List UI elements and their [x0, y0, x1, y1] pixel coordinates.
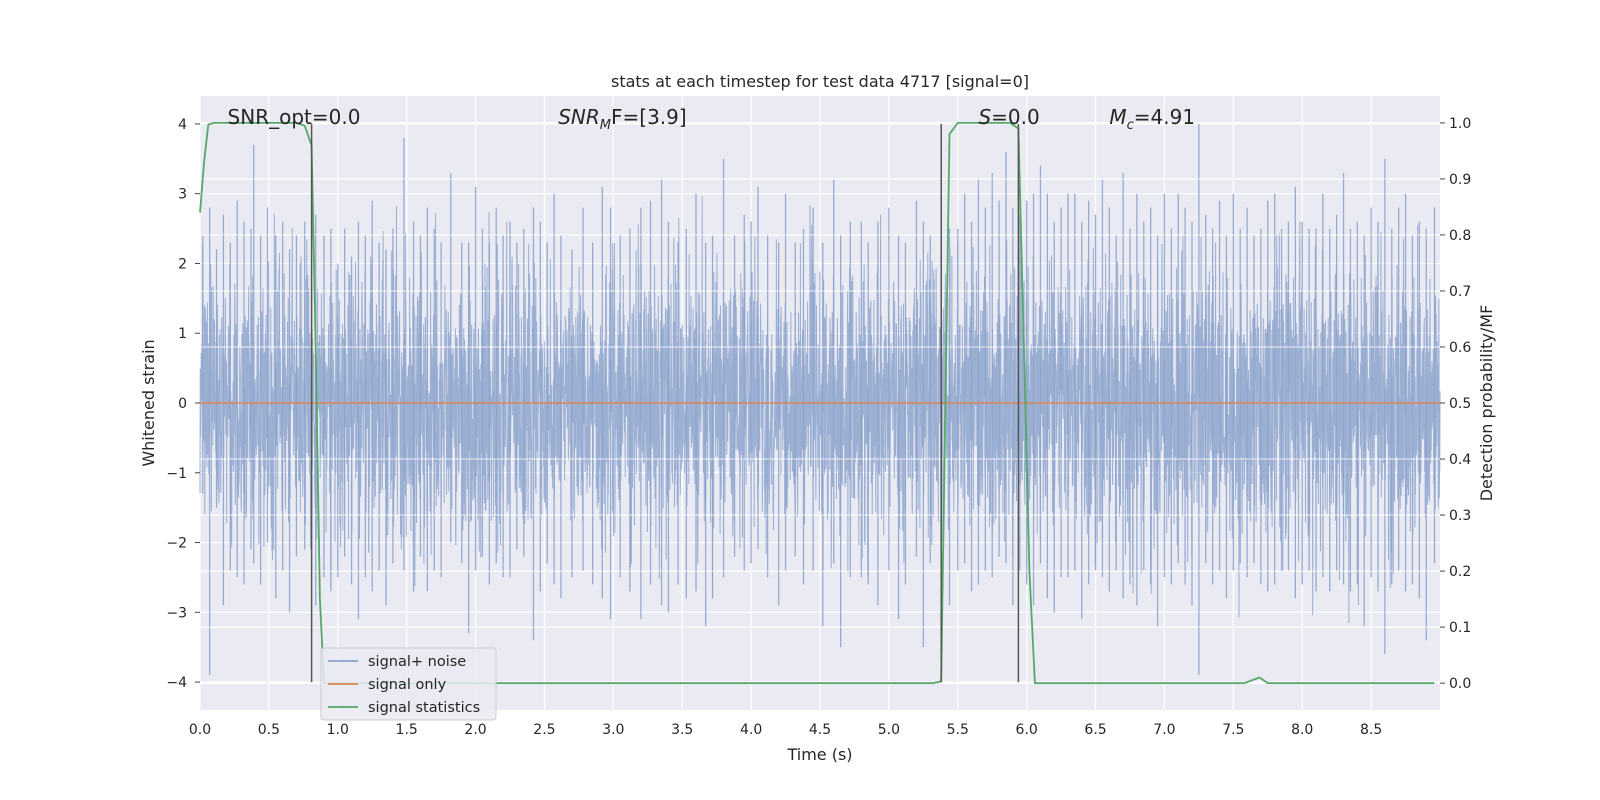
y-tick-label-left: 0 — [178, 396, 187, 412]
annotation-text: Mc=4.91 — [1109, 105, 1195, 133]
annotation-subscript: M — [600, 118, 611, 133]
signal-statistics-line — [199, 122, 1435, 684]
legend-box — [320, 647, 497, 721]
x-tick-label: 6.0 — [1016, 722, 1038, 738]
x-tick-label: 6.5 — [1084, 722, 1106, 738]
y-tick-label-left: −4 — [166, 675, 187, 691]
legend-label-signal: signal only — [368, 677, 447, 693]
x-tick-label: 0.5 — [258, 722, 280, 738]
x-tick-label: 3.5 — [671, 722, 693, 738]
x-tick-label: 0.0 — [189, 722, 211, 738]
y-tick-label-right: 0.3 — [1449, 508, 1471, 524]
y-tick-label-left: −2 — [166, 536, 187, 552]
x-tick-label: 4.5 — [809, 722, 831, 738]
y-tick-label-right: 0.0 — [1449, 676, 1471, 692]
vertical-markers — [310, 123, 1020, 683]
annotation-main: S — [978, 105, 991, 129]
x-tick-label: 1.0 — [327, 722, 349, 738]
y-tick-label-right: 0.7 — [1449, 284, 1471, 300]
x-tick-label: 1.5 — [396, 722, 418, 738]
right-y-tick-labels: 1.0 0.9 0.8 0.7 0.6 0.5 0.4 0.3 0.2 0.1 0.0 — [1440, 116, 1471, 692]
line-series — [199, 122, 1440, 684]
x-tick-labels: 0.0 0.5 1.0 1.5 2.0 2.5 3.0 3.5 4.0 4.5 5.0 5.5 6.0 6… — [189, 722, 1382, 738]
y-axis-label-right: Detection probability/MF — [1477, 305, 1496, 502]
legend-label-stats: signal statistics — [368, 700, 480, 716]
y-tick-label-left: 4 — [178, 117, 187, 133]
x-tick-label: 8.0 — [1291, 722, 1313, 738]
y-tick-label-left: −3 — [166, 605, 187, 621]
left-y-tick-labels: 4 3 2 1 0 −1 −2 −3 −4 — [166, 117, 200, 691]
y-tick-label-left: 3 — [178, 187, 187, 203]
legend: signal+ noise signal only signal statist… — [320, 647, 497, 721]
x-tick-label: 3.0 — [602, 722, 624, 738]
annotations: SNR_opt=0.0 SNRMF=[3.9] S=0.0 Mc=4.91 — [228, 105, 1195, 133]
annotation-main: SNR — [558, 105, 600, 129]
x-tick-label: 7.0 — [1153, 722, 1175, 738]
y-tick-label-right: 0.4 — [1449, 452, 1471, 468]
x-tick-label: 7.5 — [1222, 722, 1244, 738]
annotation-tail: =0.0 — [991, 105, 1040, 129]
annotation-tail: =4.91 — [1134, 105, 1195, 129]
x-tick-label: 4.0 — [740, 722, 762, 738]
y-tick-label-right: 0.2 — [1449, 564, 1471, 580]
annotation-text: SNRMF=[3.9] — [558, 105, 686, 133]
annotation-main: SNR_opt=0.0 — [228, 105, 361, 129]
y-tick-label-right: 0.6 — [1449, 340, 1471, 356]
x-tick-label: 8.5 — [1360, 722, 1382, 738]
y-tick-label-right: 0.8 — [1449, 228, 1471, 244]
annotation-text: S=0.0 — [978, 105, 1039, 129]
y-tick-label-right: 0.9 — [1449, 172, 1471, 188]
y-tick-label-right: 1.0 — [1449, 116, 1471, 132]
y-tick-label-left: −1 — [166, 466, 187, 482]
y-tick-label-right: 0.5 — [1449, 396, 1471, 412]
annotation-tail: F=[3.9] — [611, 105, 687, 129]
y-tick-label-right: 0.1 — [1449, 620, 1471, 636]
y-axis-label-left: Whitened strain — [139, 339, 158, 466]
x-tick-label: 5.0 — [878, 722, 900, 738]
y-tick-label-left: 1 — [178, 326, 187, 342]
annotation-main: M — [1109, 105, 1126, 129]
x-tick-label: 2.0 — [464, 722, 486, 738]
y-tick-label-left: 2 — [178, 256, 187, 272]
x-tick-label: 2.5 — [533, 722, 555, 738]
annotation-text: SNR_opt=0.0 — [228, 105, 361, 129]
legend-label-noise: signal+ noise — [368, 654, 466, 670]
x-tick-label: 5.5 — [947, 722, 969, 738]
x-axis-label: Time (s) — [786, 745, 852, 764]
annotation-subscript: c — [1127, 118, 1134, 133]
chart-title: stats at each timestep for test data 471… — [611, 72, 1029, 91]
